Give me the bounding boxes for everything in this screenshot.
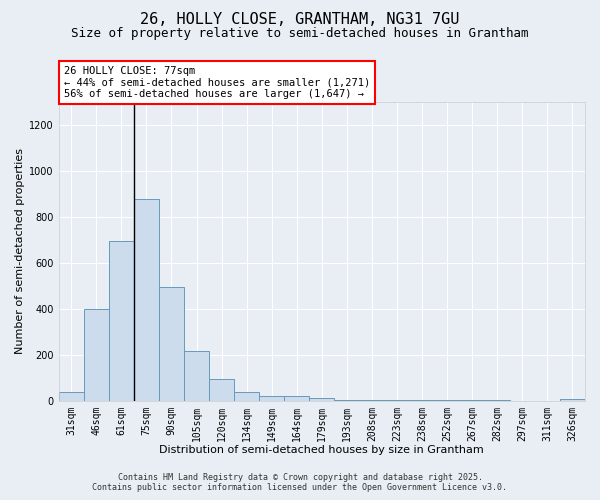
Text: 26 HOLLY CLOSE: 77sqm
← 44% of semi-detached houses are smaller (1,271)
56% of s: 26 HOLLY CLOSE: 77sqm ← 44% of semi-deta… <box>64 66 370 99</box>
Text: Contains HM Land Registry data © Crown copyright and database right 2025.
Contai: Contains HM Land Registry data © Crown c… <box>92 473 508 492</box>
Bar <box>184 352 209 401</box>
X-axis label: Distribution of semi-detached houses by size in Grantham: Distribution of semi-detached houses by … <box>160 445 484 455</box>
Text: 26, HOLLY CLOSE, GRANTHAM, NG31 7GU: 26, HOLLY CLOSE, GRANTHAM, NG31 7GU <box>140 12 460 28</box>
Bar <box>84 309 109 400</box>
Bar <box>209 379 234 400</box>
Bar <box>234 392 259 400</box>
Bar <box>284 396 309 400</box>
Y-axis label: Number of semi-detached properties: Number of semi-detached properties <box>15 148 25 354</box>
Bar <box>159 287 184 401</box>
Bar <box>309 398 334 400</box>
Bar <box>259 396 284 400</box>
Text: Size of property relative to semi-detached houses in Grantham: Size of property relative to semi-detach… <box>71 28 529 40</box>
Bar <box>134 198 159 400</box>
Bar <box>109 241 134 400</box>
Bar <box>560 399 585 400</box>
Bar <box>59 392 84 400</box>
